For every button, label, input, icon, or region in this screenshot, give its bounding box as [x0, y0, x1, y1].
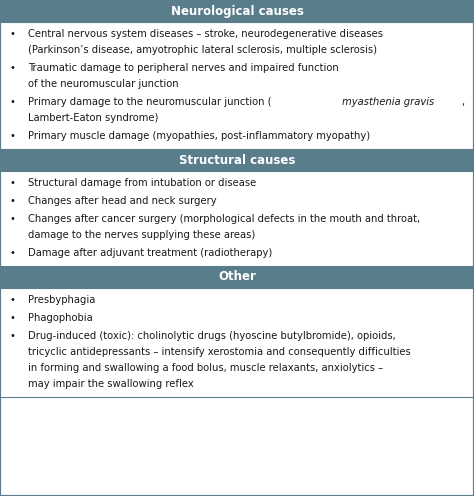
Text: Drug-induced (toxic): cholinolytic drugs (hyoscine butylbromide), opioids,: Drug-induced (toxic): cholinolytic drugs… — [28, 331, 396, 341]
Text: Primary damage to the neuromuscular junction (: Primary damage to the neuromuscular junc… — [28, 97, 272, 107]
Bar — [0, 0, 474, 22]
Text: •: • — [10, 29, 16, 39]
Text: (Parkinson’s disease, amyotrophic lateral sclerosis, multiple sclerosis): (Parkinson’s disease, amyotrophic latera… — [28, 45, 377, 55]
Text: ,: , — [461, 97, 465, 107]
Text: •: • — [10, 248, 16, 258]
Text: damage to the nerves supplying these areas): damage to the nerves supplying these are… — [28, 230, 255, 240]
Text: •: • — [10, 63, 16, 73]
Text: •: • — [10, 97, 16, 107]
Text: Primary muscle damage (myopathies, post-inflammatory myopathy): Primary muscle damage (myopathies, post-… — [28, 131, 370, 141]
Text: Presbyphagia: Presbyphagia — [28, 295, 95, 305]
Text: •: • — [10, 131, 16, 141]
Text: Changes after cancer surgery (morphological defects in the mouth and throat,: Changes after cancer surgery (morphologi… — [28, 214, 420, 224]
Text: •: • — [10, 331, 16, 341]
Text: •: • — [10, 178, 16, 188]
Text: Structural causes: Structural causes — [179, 153, 295, 167]
Text: Phagophobia: Phagophobia — [28, 313, 93, 323]
Text: •: • — [10, 214, 16, 224]
Text: Neurological causes: Neurological causes — [171, 4, 303, 17]
Text: Lambert-Eaton syndrome): Lambert-Eaton syndrome) — [28, 113, 158, 123]
Text: •: • — [10, 313, 16, 323]
Text: •: • — [10, 295, 16, 305]
Text: myasthenia gravis: myasthenia gravis — [342, 97, 435, 107]
Bar — [0, 266, 474, 288]
Text: Other: Other — [218, 270, 256, 284]
Text: of the neuromuscular junction: of the neuromuscular junction — [28, 79, 179, 89]
Text: tricyclic antidepressants – intensify xerostomia and consequently difficulties: tricyclic antidepressants – intensify xe… — [28, 347, 411, 357]
Text: in forming and swallowing a food bolus, muscle relaxants, anxiolytics –: in forming and swallowing a food bolus, … — [28, 363, 383, 373]
Text: Traumatic damage to peripheral nerves and impaired function: Traumatic damage to peripheral nerves an… — [28, 63, 339, 73]
Text: •: • — [10, 196, 16, 206]
Text: Damage after adjuvant treatment (radiotherapy): Damage after adjuvant treatment (radioth… — [28, 248, 272, 258]
Text: Changes after head and neck surgery: Changes after head and neck surgery — [28, 196, 217, 206]
Bar — [0, 149, 474, 171]
Text: Structural damage from intubation or disease: Structural damage from intubation or dis… — [28, 178, 256, 188]
Text: may impair the swallowing reflex: may impair the swallowing reflex — [28, 379, 194, 389]
Text: Central nervous system diseases – stroke, neurodegenerative diseases: Central nervous system diseases – stroke… — [28, 29, 383, 39]
